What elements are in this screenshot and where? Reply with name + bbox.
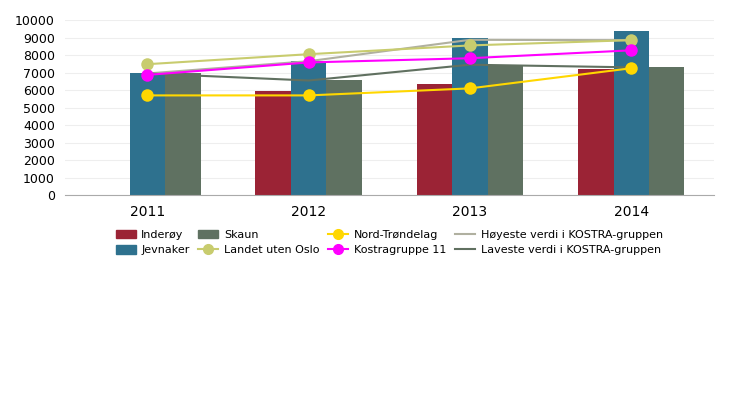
Legend: Inderøy, Jevnaker, Skaun, Landet uten Oslo, Nord-Trøndelag, Kostragruppe 11, Høy: Inderøy, Jevnaker, Skaun, Landet uten Os… — [112, 225, 667, 260]
Bar — [417, 84, 452, 195]
Bar — [452, 38, 488, 195]
Bar — [649, 67, 685, 195]
Bar — [165, 74, 200, 195]
Bar — [291, 61, 327, 195]
Bar — [614, 30, 649, 195]
Bar — [488, 65, 523, 195]
Bar — [327, 80, 362, 195]
Bar — [578, 69, 614, 195]
Bar — [130, 73, 165, 195]
Bar — [255, 91, 291, 195]
